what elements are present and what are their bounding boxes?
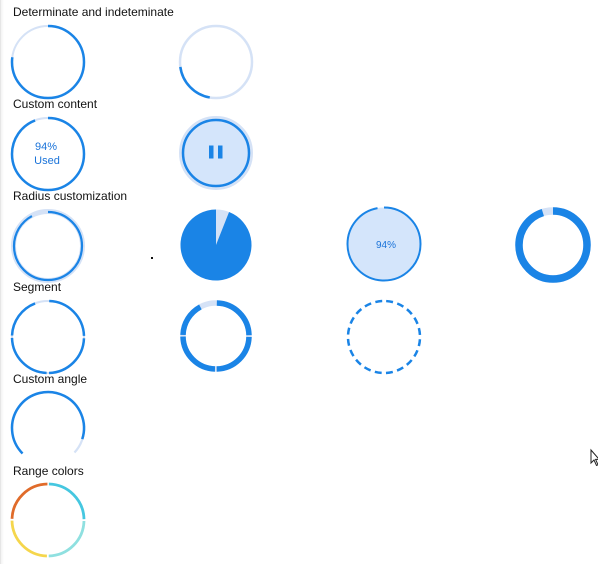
- section-title-radius-customization: Radius customization: [13, 189, 128, 203]
- pause-progress-ring: [179, 116, 253, 190]
- mouse-cursor-icon: [590, 448, 598, 467]
- custom-content-caption-label: Used: [34, 155, 60, 167]
- window-left-edge: [0, 0, 4, 564]
- section-title-custom-content: Custom content: [13, 97, 98, 111]
- range-colors-progress-ring: [10, 482, 86, 558]
- custom-angle-progress-ring: [10, 390, 86, 455]
- stray-pixel-dot: [151, 257, 153, 259]
- radius-thick-progress-ring: [515, 207, 591, 283]
- segment-thin-progress-ring: [10, 299, 86, 375]
- determinate-progress-ring: [10, 24, 86, 100]
- radius-label-value: 94%: [376, 240, 396, 251]
- radius-thin-progress-ring: [11, 209, 85, 283]
- section-title-determinate: Determinate and indeteminate: [13, 5, 174, 19]
- radius-pie-progress: [180, 209, 252, 281]
- segment-dashed-progress-ring: [346, 299, 422, 375]
- section-title-segment: Segment: [13, 280, 62, 294]
- custom-content-value-label: 94%: [35, 141, 57, 153]
- indeterminate-progress-ring: [178, 24, 254, 100]
- section-title-custom-angle: Custom angle: [13, 372, 88, 386]
- pause-icon[interactable]: [209, 145, 223, 159]
- radius-label-progress-ring: 94%: [346, 206, 422, 282]
- section-title-range-colors: Range colors: [13, 464, 84, 478]
- segment-thick-progress-ring: [180, 300, 252, 372]
- custom-content-progress-ring: 94% Used: [10, 116, 86, 192]
